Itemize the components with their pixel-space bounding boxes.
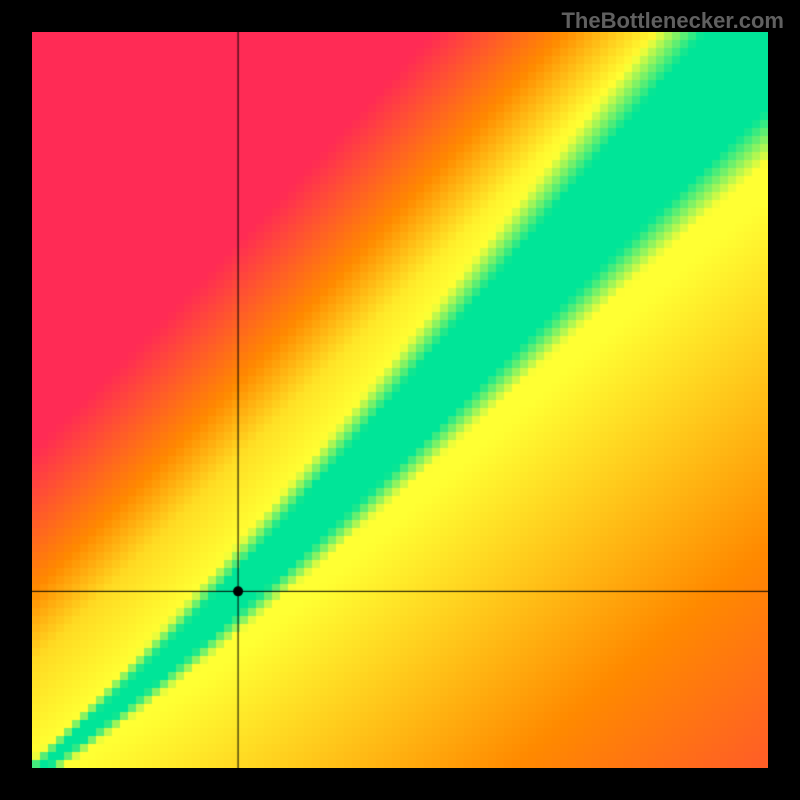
heatmap-plot — [32, 32, 768, 768]
heatmap-canvas — [32, 32, 768, 768]
watermark-text: TheBottlenecker.com — [561, 8, 784, 34]
